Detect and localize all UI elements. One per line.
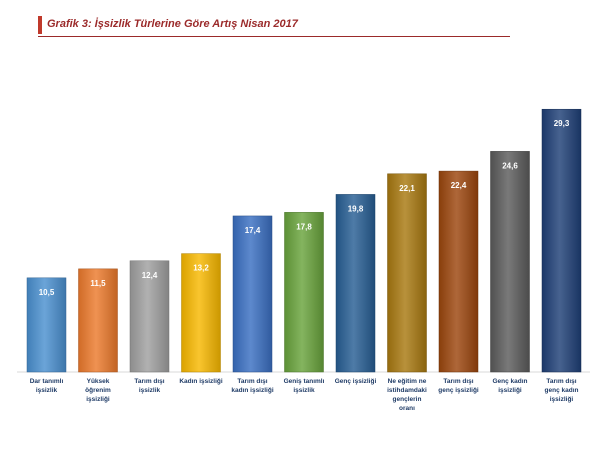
- bar-value-label-5: 17,4: [245, 226, 261, 235]
- bar-8: [387, 173, 427, 373]
- bar-value-label-9: 22,4: [451, 181, 467, 190]
- bar-value-label-3: 12,4: [142, 271, 158, 280]
- category-label-7: Genç işsizliği: [335, 378, 377, 385]
- bar-1: [26, 277, 67, 373]
- bar-4: [181, 253, 221, 373]
- category-label-6: Geniş tanımlı işsizlik: [284, 378, 325, 394]
- bar-2: [78, 268, 118, 373]
- chart-title: Grafik 3: İşsizlik Türlerine Göre Artış …: [47, 18, 298, 30]
- category-label-2: Yüksek öğrenim işsizliği: [85, 378, 111, 403]
- category-label-10: Genç kadın işsizliği: [492, 378, 527, 394]
- bar-value-label-4: 13,2: [193, 264, 209, 273]
- bar-6: [284, 212, 324, 373]
- bar-9: [438, 170, 479, 373]
- bar-value-label-6: 17,8: [296, 222, 312, 231]
- bar-5: [232, 215, 273, 373]
- bar-7: [335, 194, 376, 373]
- category-label-11: Tarım dışı genç kadın işsizliği: [545, 378, 579, 403]
- bar-value-label-7: 19,8: [348, 204, 364, 213]
- category-label-8: Ne eğitim ne istihdamdaki gençlerin oranı: [387, 378, 427, 412]
- category-label-9: Tarım dışı genç işsizliği: [438, 378, 479, 394]
- bar-10: [490, 151, 530, 373]
- category-label-3: Tarım dışı işsizlik: [134, 378, 164, 394]
- category-label-4: Kadın işsizliği: [179, 378, 223, 385]
- bar-11: [541, 108, 582, 373]
- bar-value-label-2: 11,5: [90, 279, 106, 288]
- bars-group: 10,5 Dar tanımlı işsizlik 11,5 Yüksek öğrenim…: [26, 108, 582, 412]
- bar-value-label-11: 29,3: [554, 119, 570, 128]
- bar-value-label-1: 10,5: [39, 288, 55, 297]
- chart-title-bar: Grafik 3: İşsizlik Türlerine Göre Artış …: [38, 14, 510, 37]
- category-label-1: Dar tanımlı işsizlik: [30, 378, 64, 394]
- bar-value-label-10: 24,6: [502, 161, 518, 170]
- bar-3: [129, 260, 170, 373]
- title-accent-mark: [38, 16, 42, 34]
- bar-value-label-8: 22,1: [399, 184, 415, 193]
- category-label-5: Tarım dışı kadın işsizliği: [231, 378, 273, 394]
